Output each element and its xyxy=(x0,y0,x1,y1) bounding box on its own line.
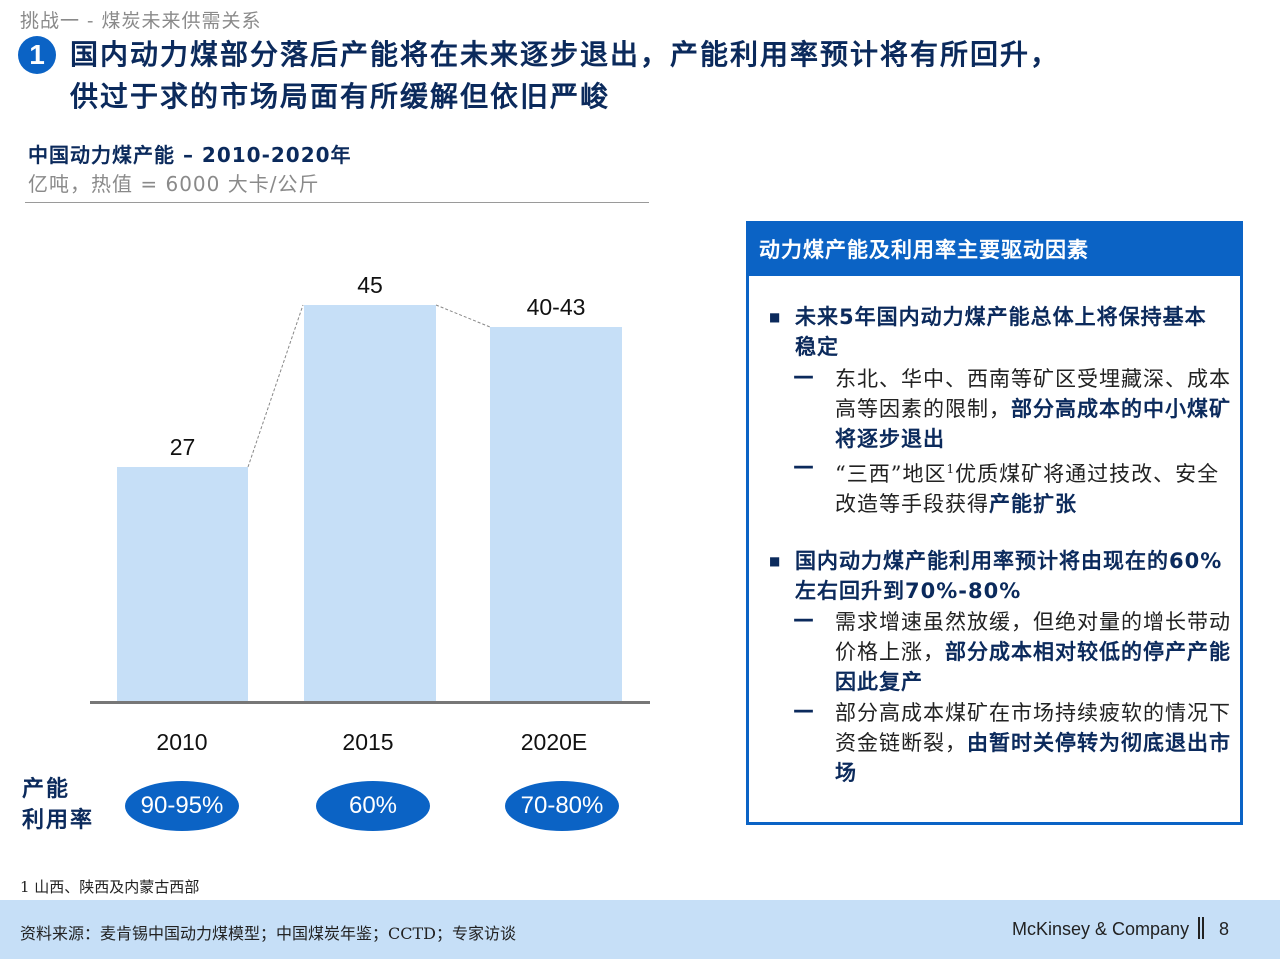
sub-bullet-emphasis: 产能扩张 xyxy=(989,492,1077,516)
utilization-badge-2010: 90-95% xyxy=(125,781,239,831)
bar-2010 xyxy=(117,467,248,702)
sub-bullet-plain: 需求增速虽然放缓，但绝对量的增长带动价格上涨， xyxy=(835,610,1231,664)
section-tracker: 挑战一 - 煤炭未来供需关系 xyxy=(20,10,262,32)
bullet-icon: ■ xyxy=(769,310,781,324)
bar-2015 xyxy=(304,305,436,702)
sub-bullet-plain: 优质煤矿将通过技改、安全改造等手段获得 xyxy=(835,462,1220,516)
divider xyxy=(25,202,649,203)
utilization-label: 产能 利用率 xyxy=(22,774,94,836)
sub-bullet-1-2: “三西”地区1优质煤矿将通过技改、安全改造等手段获得产能扩张 xyxy=(835,454,1235,519)
sub-bullet-2-2: 部分高成本煤矿在市场持续疲软的情况下资金链断裂，由暂时关停转为彻底退出市场 xyxy=(835,698,1235,788)
chart-title: 中国动力煤产能 – 2010-2020年 xyxy=(28,143,352,167)
sub-bullet-1-1: 东北、华中、西南等矿区受埋藏深、成本高等因素的限制，部分高成本的中小煤矿将逐步退… xyxy=(835,364,1235,454)
dash-icon: — xyxy=(793,454,814,478)
footnote: 1 山西、陕西及内蒙古西部 xyxy=(20,878,200,896)
x-label-2015: 2015 xyxy=(342,729,394,755)
footnote-marker: 1 xyxy=(946,462,956,476)
separator-icon xyxy=(1198,917,1204,939)
dash-icon: — xyxy=(793,607,814,631)
title-line-1: 国内动力煤部分落后产能将在未来逐步退出，产能利用率预计将有所回升， xyxy=(70,38,1061,71)
brand-name: McKinsey & Company xyxy=(1012,919,1190,939)
x-label-2010: 2010 xyxy=(156,729,208,755)
value-label-2020e: 40-43 xyxy=(526,294,586,320)
sub-bullet-2-1: 需求增速虽然放缓，但绝对量的增长带动价格上涨，部分成本相对较低的停产产能因此复产 xyxy=(835,607,1235,697)
sub-bullet-plain: 东北、华中、西南等矿区受埋藏深、成本高等因素的限制， xyxy=(835,367,1231,421)
utilization-badge-2020e: 70-80% xyxy=(505,781,619,831)
source-note: 资料来源：麦肯锡中国动力煤模型；中国煤炭年鉴；CCTD；专家访谈 xyxy=(20,924,516,943)
utilization-label-line1: 产能 xyxy=(22,777,71,802)
value-label-2015: 45 xyxy=(357,272,383,298)
utilization-badge-2015: 60% xyxy=(316,781,430,831)
title-line-2: 供过于求的市场局面有所缓解但依旧严峻 xyxy=(70,80,611,113)
utilization-label-line2: 利用率 xyxy=(22,808,95,833)
page-title: 国内动力煤部分落后产能将在未来逐步退出，产能利用率预计将有所回升， 供过于求的市… xyxy=(70,34,1270,118)
x-label-2020e: 2020E xyxy=(520,729,588,755)
sub-bullet-emphasis: 部分高成本的中小煤矿将逐步退出 xyxy=(835,397,1231,451)
drivers-panel: 动力煤产能及利用率主要驱动因素 ■ 未来5年国内动力煤产能总体上将保持基本稳定 … xyxy=(746,221,1243,825)
chart-subtitle: 亿吨，热值 = 6000 大卡/公斤 xyxy=(28,172,320,196)
bullet-2-text: 国内动力煤产能利用率预计将由现在的60%左右回升到70%-80% xyxy=(795,549,1223,603)
dash-icon: — xyxy=(793,698,814,722)
value-label-2010: 27 xyxy=(169,434,196,460)
dash-icon: — xyxy=(793,364,814,388)
x-axis xyxy=(90,701,650,704)
page-number: 8 xyxy=(1219,919,1230,939)
connector-lines xyxy=(247,304,491,468)
footer-bar xyxy=(0,900,1280,959)
sub-bullet-plain: “三西”地区 xyxy=(835,462,947,486)
sub-bullet-emphasis: 部分成本相对较低的停产产能因此复产 xyxy=(835,640,1231,694)
bullet-1-text: 未来5年国内动力煤产能总体上将保持基本稳定 xyxy=(795,305,1207,359)
sub-bullet-plain: 部分高成本煤矿在市场持续疲软的情况下资金链断裂， xyxy=(835,701,1231,755)
sub-bullet-emphasis: 由暂时关停转为彻底退出市场 xyxy=(835,731,1231,785)
bullet-icon: ■ xyxy=(769,554,781,568)
number-badge: 1 xyxy=(18,36,56,74)
panel-title: 动力煤产能及利用率主要驱动因素 xyxy=(749,224,1240,276)
bar-2020e xyxy=(490,327,622,702)
